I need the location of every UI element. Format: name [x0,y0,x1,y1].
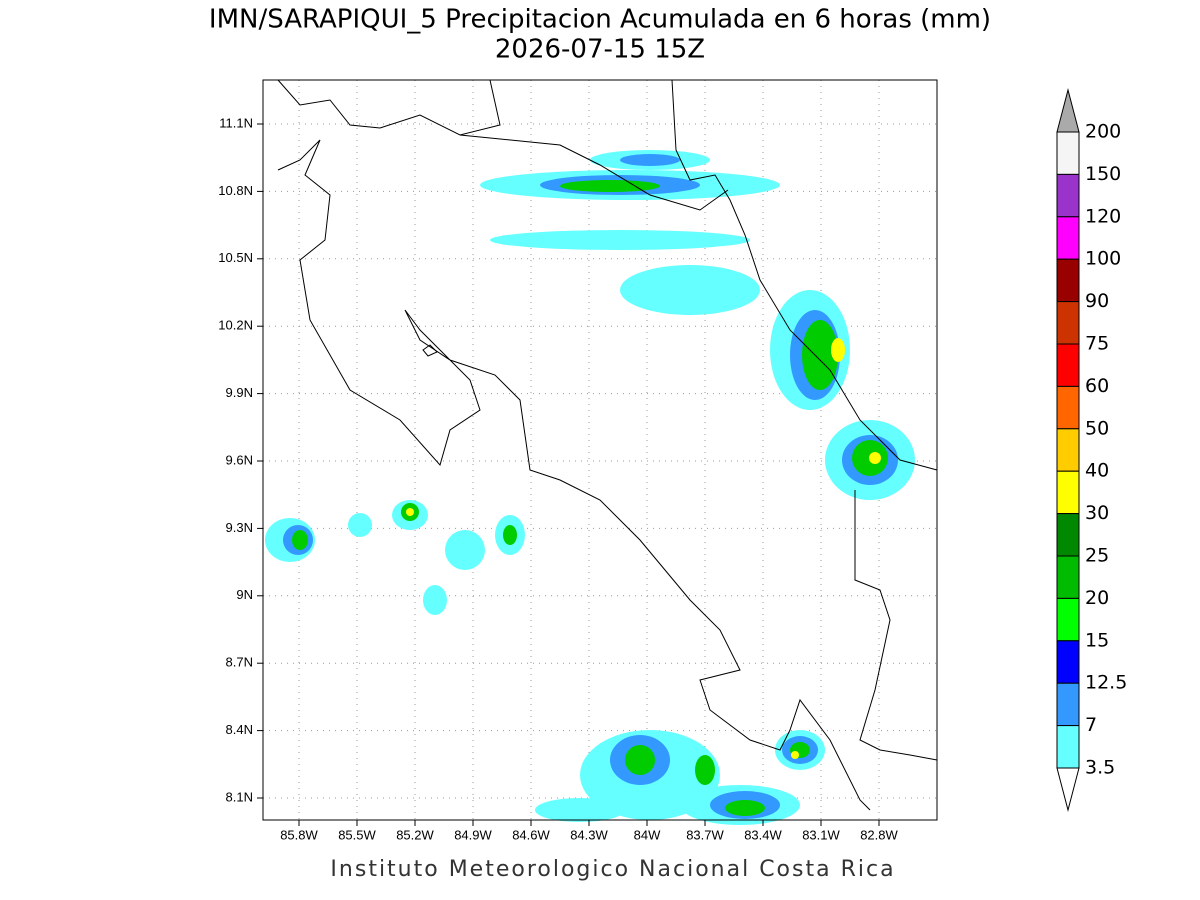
colorbar-under [1056,767,1080,812]
lon-tick-label: 83.1W [802,827,840,842]
lon-tick-label: 83.4W [744,827,782,842]
map-frame [262,79,938,821]
colorbar-label: 3.5 [1085,757,1115,779]
lon-tick-label: 82.8W [860,827,898,842]
lon-tick-label: 85.2W [396,827,434,842]
colorbar-swatch [1056,682,1080,727]
subtitle: 2026-07-15 15Z [495,35,705,65]
footer: Instituto Meteorologico Nacional Costa R… [330,857,895,882]
precipitation-field [265,150,915,825]
lon-tick-label: 84.9W [454,827,492,842]
colorbar-label: 150 [1085,163,1121,185]
colorbar-label: 50 [1085,417,1109,439]
lat-tick-label: 9.6N [226,452,253,467]
colorbar: 200 150 120 100 90 75 60 50 40 30 25 20 15 12.5 7 3.5 [1056,88,1127,812]
colorbar-label: 40 [1085,460,1109,482]
colorbar-over [1056,88,1080,133]
lon-tick-label: 85.5W [338,827,376,842]
colorbar-swatch [1056,385,1080,430]
lat-tick-label: 8.1N [226,789,253,804]
lon-tick-label: 83.7W [686,827,724,842]
colorbar-swatch [1056,428,1080,472]
colorbar-label: 90 [1085,290,1109,312]
lat-tick-label: 10.2N [218,318,253,333]
lat-tick-label: 8.4N [226,722,253,737]
colorbar-label: 25 [1085,545,1109,567]
colorbar-swatch [1056,513,1080,557]
lat-tick-label: 9N [236,587,253,602]
colorbar-swatch [1056,470,1080,515]
colorbar-swatch [1056,131,1080,175]
colorbar-swatch [1056,258,1080,303]
lon-tick-label: 84W [634,827,661,842]
colorbar-label: 12.5 [1085,672,1127,694]
lat-tick-label: 11.1N [219,115,253,130]
colorbar-label: 100 [1085,248,1121,270]
colorbar-label: 15 [1085,629,1109,651]
title: IMN/SARAPIQUI_5 Precipitacion Acumulada … [209,5,991,35]
lat-tick-label: 10.5N [218,250,253,265]
lat-tick-label: 10.8N [218,183,253,198]
colorbar-label: 30 [1085,502,1109,524]
colorbar-swatch [1056,725,1080,769]
lon-tick-label: 85.8W [280,827,318,842]
colorbar-swatch [1056,555,1080,599]
colorbar-label: 20 [1085,587,1109,609]
colorbar-swatch [1056,301,1080,345]
coastlines [277,79,938,811]
colorbar-label: 200 [1085,121,1121,143]
lon-tick-label: 84.6W [512,827,550,842]
colorbar-label: 120 [1085,205,1121,227]
colorbar-swatch [1056,640,1080,684]
colorbar-swatch [1056,216,1080,260]
lat-tick-label: 9.3N [226,520,253,535]
lat-tick-label: 8.7N [226,655,253,670]
colorbar-swatch [1056,597,1080,642]
colorbar-label: 75 [1085,333,1109,355]
colorbar-label: 7 [1085,714,1097,736]
colorbar-swatch [1056,173,1080,218]
colorbar-swatch [1056,343,1080,387]
colorbar-label: 60 [1085,375,1109,397]
lon-tick-label: 84.3W [570,827,608,842]
lat-tick-label: 9.9N [226,385,253,400]
